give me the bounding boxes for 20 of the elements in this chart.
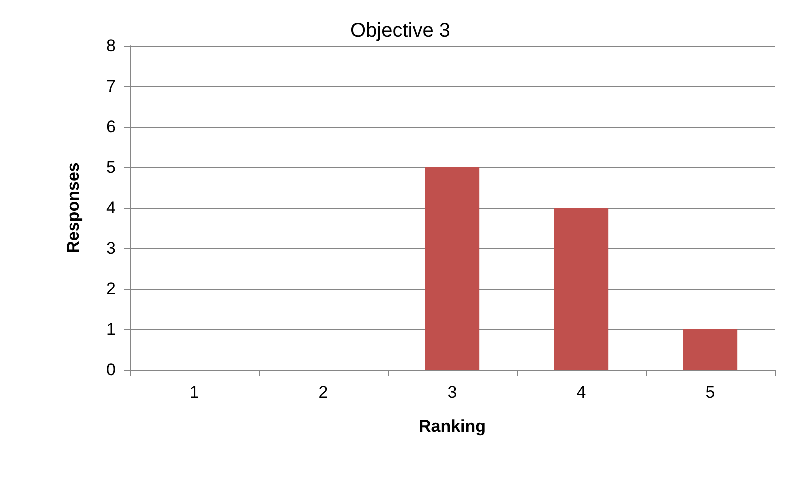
bar xyxy=(554,208,609,370)
y-tick-label: 2 xyxy=(106,280,116,298)
y-tick-label: 7 xyxy=(106,77,116,96)
y-tick-label: 1 xyxy=(106,320,116,339)
chart-title: Objective 3 xyxy=(350,20,451,42)
x-tick-label: 3 xyxy=(448,383,458,402)
y-tick-label: 0 xyxy=(106,360,116,380)
y-tick-label: 3 xyxy=(106,239,116,258)
y-tick-label: 8 xyxy=(106,36,116,56)
y-axis-title: Responses xyxy=(64,162,83,254)
bar xyxy=(683,330,738,370)
x-axis-title: Ranking xyxy=(418,417,486,436)
y-tick-label: 4 xyxy=(106,198,116,218)
y-tick-label: 6 xyxy=(106,118,116,136)
y-tick-label: 5 xyxy=(106,158,116,177)
x-tick-label: 4 xyxy=(576,383,586,402)
x-tick-label: 2 xyxy=(318,383,328,402)
x-tick-label: 1 xyxy=(190,383,200,402)
x-tick-label: 5 xyxy=(706,383,716,402)
bar xyxy=(425,168,480,370)
